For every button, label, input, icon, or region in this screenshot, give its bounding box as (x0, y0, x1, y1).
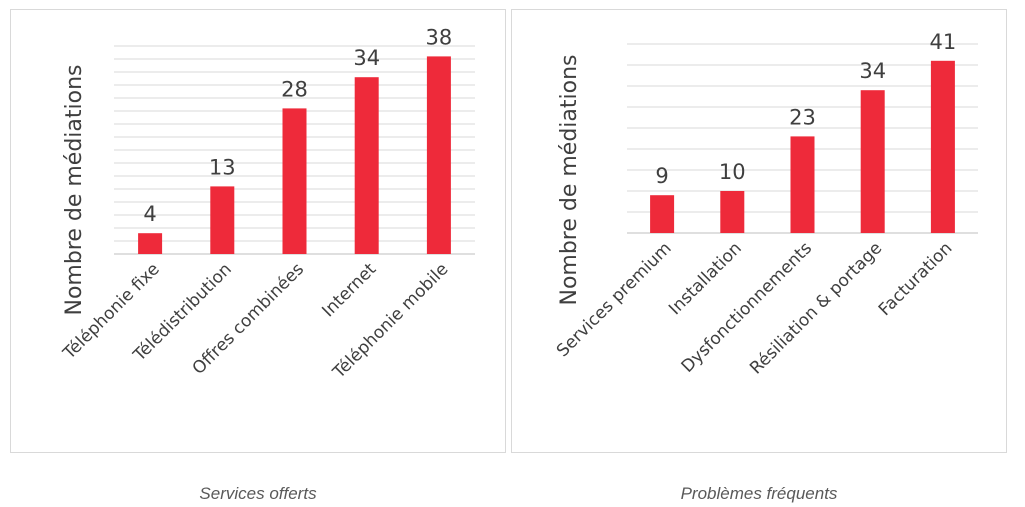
bar (930, 60, 955, 233)
data-label: 38 (426, 25, 453, 49)
bar (720, 191, 745, 233)
bar (790, 136, 815, 233)
chart-panel-services: Nombre de médiations 4 Téléphonie fixe 13 Té… (10, 9, 506, 453)
y-axis-label: Nombre de médiations (557, 54, 582, 305)
data-label: 9 (655, 164, 668, 188)
x-tick-label: Résiliation & portage (746, 238, 886, 378)
bar (650, 195, 675, 233)
data-label: 10 (719, 160, 746, 184)
chart-panel-problemes: Nombre de médiations 9 Services premium 10 I… (511, 9, 1007, 453)
x-tick-label: Facturation (875, 238, 957, 320)
caption-services-offerts: Services offerts (199, 484, 317, 503)
bar (354, 77, 379, 254)
data-label: 4 (143, 202, 156, 226)
bar (138, 233, 163, 254)
data-label: 23 (789, 105, 816, 129)
bar (426, 56, 451, 255)
bar (210, 186, 235, 254)
caption-problemes-frequents: Problèmes fréquents (680, 484, 838, 503)
data-label: 13 (209, 155, 236, 179)
x-tick-label: Dysfonctionnements (678, 238, 816, 376)
x-tick-label: Internet (318, 259, 380, 321)
data-label: 41 (930, 30, 957, 54)
data-label: 34 (859, 59, 886, 83)
bar (860, 90, 885, 233)
data-label: 28 (281, 77, 308, 101)
bar (282, 108, 307, 255)
data-label: 34 (353, 46, 380, 70)
y-axis-label: Nombre de médiations (62, 64, 87, 315)
